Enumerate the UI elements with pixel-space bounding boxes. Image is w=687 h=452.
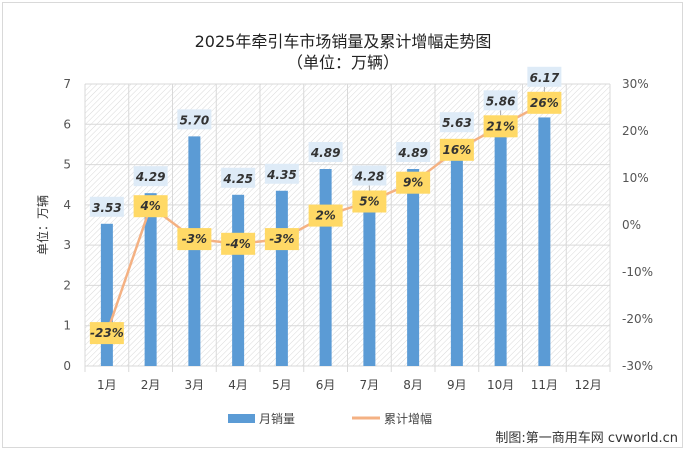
line-label-bg [527, 91, 562, 114]
bar-label-bg [527, 66, 562, 87]
y-tick-label: 4 [63, 198, 71, 212]
chart-frame [2, 2, 683, 448]
y2-tick-label: 30% [622, 77, 649, 91]
line-label-bg [177, 228, 212, 251]
line-label: -23% [90, 326, 124, 340]
line-label-bg [483, 115, 518, 138]
y-tick-label: 2 [63, 278, 71, 292]
line-label: 2% [315, 209, 335, 223]
bar-label: 4.25 [222, 172, 253, 186]
y2-tick-label: -20% [622, 312, 653, 326]
bar-label-bg [308, 142, 343, 163]
bar [144, 193, 157, 366]
y-tick-label: 3 [63, 238, 71, 252]
bar [407, 169, 420, 366]
line-label-bg [352, 190, 387, 213]
legend-bar-swatch [228, 414, 255, 423]
x-tick-label: 10月 [487, 378, 514, 392]
bar-label-bg [352, 165, 387, 186]
line-label: -3% [182, 232, 207, 246]
y-tick-label: 0 [63, 359, 71, 373]
x-tick-label: 6月 [316, 378, 336, 392]
bar [319, 169, 332, 366]
bar-label: 4.29 [135, 170, 166, 184]
x-tick-label: 2月 [141, 378, 161, 392]
bar [275, 190, 288, 366]
bar-label: 3.53 [92, 201, 122, 215]
line-label-bg [133, 195, 168, 218]
y2-tick-label: 0% [622, 218, 641, 232]
x-tick-label: 3月 [185, 378, 205, 392]
line-label-bg [439, 138, 474, 161]
y-tick-label: 1 [63, 319, 71, 333]
x-tick-label: 7月 [360, 378, 380, 392]
y-axis-label: 单位：万辆 [35, 195, 50, 255]
bar [232, 194, 245, 366]
bar-label: 5.70 [180, 113, 210, 127]
line-label-bg [396, 171, 431, 194]
bar-label: 5.86 [486, 94, 516, 108]
line-label: 16% [443, 143, 472, 157]
bar-label-bg [89, 196, 124, 217]
chart-subtitle: （单位：万辆） [287, 53, 399, 72]
bar-label-bg [221, 167, 256, 188]
bar-label-bg [483, 90, 518, 111]
legend-line-label: 累计增幅 [384, 411, 432, 426]
y-tick-label: 5 [63, 158, 71, 172]
y2-tick-label: 20% [622, 124, 649, 138]
x-tick-label: 1月 [97, 378, 117, 392]
line-label: 9% [403, 176, 423, 190]
x-tick-label: 5月 [272, 378, 292, 392]
line-label: 26% [530, 96, 559, 110]
y2-tick-label: -30% [622, 359, 653, 373]
bar [538, 117, 551, 367]
line-label-bg [221, 232, 256, 255]
bar-label-bg [396, 142, 431, 163]
x-tick-label: 11月 [531, 378, 558, 392]
y2-tick-label: 10% [622, 171, 649, 185]
x-tick-label: 8月 [403, 378, 423, 392]
credit: 制图:第一商用车网 cvworld.cn [495, 430, 678, 446]
chart-title: 2025年牵引车市场销量及累计增幅走势图 [195, 32, 492, 51]
x-tick-label: 9月 [447, 378, 467, 392]
line-label-bg [89, 322, 124, 345]
bar-label-bg [177, 109, 212, 130]
bar-label-bg [439, 112, 474, 133]
bar-label-bg [133, 166, 168, 187]
bar [494, 129, 507, 366]
line-label: 5% [359, 195, 379, 209]
bar-label: 4.35 [266, 168, 297, 182]
y-tick-label: 7 [63, 77, 71, 91]
bar [450, 139, 463, 366]
x-tick-label: 12月 [574, 378, 601, 392]
line-label: 21% [486, 119, 515, 133]
bar-label: 4.28 [354, 170, 385, 184]
bar-label: 4.89 [310, 146, 341, 160]
line-label-bg [308, 204, 343, 227]
line-label-bg [264, 228, 299, 251]
y-tick-label: 6 [63, 117, 71, 131]
line-label: -3% [269, 232, 294, 246]
bar-label: 6.17 [530, 71, 560, 85]
y2-tick-label: -10% [622, 265, 653, 279]
line-label: 4% [139, 199, 160, 213]
bar [188, 136, 201, 366]
bar-label: 5.63 [442, 116, 472, 130]
bar-label-bg [264, 163, 299, 184]
bar [100, 223, 113, 366]
line-label: -4% [225, 237, 250, 251]
bar-label: 4.89 [397, 146, 428, 160]
x-tick-label: 4月 [228, 378, 248, 392]
bar [363, 193, 376, 366]
legend-bar-label: 月销量 [259, 412, 295, 426]
